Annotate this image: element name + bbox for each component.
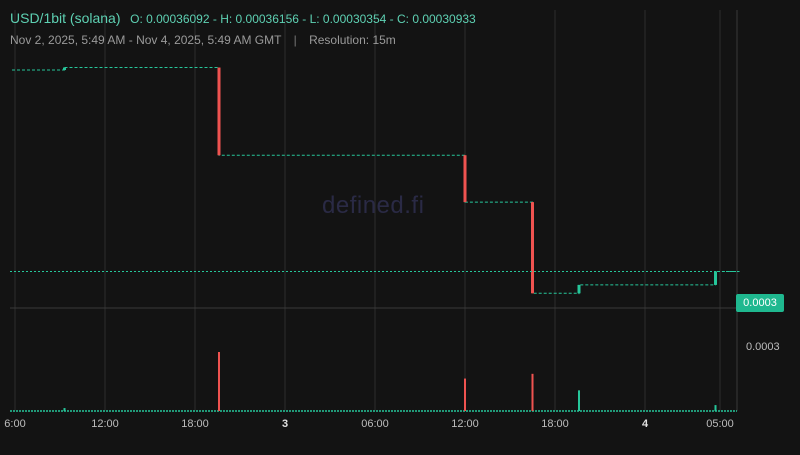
x-tick-label: 12:00 bbox=[91, 418, 119, 430]
x-tick-label: 06:00 bbox=[361, 418, 389, 430]
candle-body bbox=[463, 155, 467, 203]
volume-bar bbox=[714, 405, 717, 411]
chart-header: USD/1bit (solana) O: 0.00036092 - H: 0.0… bbox=[10, 10, 476, 26]
x-tick-label: 4 bbox=[641, 418, 649, 430]
volume-bar bbox=[218, 352, 220, 411]
price-axis-label: 0.0003 bbox=[746, 341, 780, 353]
volume-bars bbox=[10, 352, 737, 412]
x-tick-label: 6:00 bbox=[4, 418, 26, 430]
candle-body bbox=[714, 271, 717, 285]
separator: | bbox=[293, 33, 297, 47]
ohlc-values: O: 0.00036092 - H: 0.00036156 - L: 0.000… bbox=[130, 12, 476, 26]
volume-bar bbox=[464, 378, 466, 411]
grid-lines bbox=[10, 10, 738, 411]
date-range: Nov 2, 2025, 5:49 AM - Nov 4, 2025, 5:49… bbox=[10, 33, 282, 47]
price-series bbox=[12, 67, 740, 294]
chart-subheader: Nov 2, 2025, 5:49 AM - Nov 4, 2025, 5:49… bbox=[10, 33, 396, 47]
candle-body bbox=[531, 202, 534, 294]
current-price-badge: 0.0003 bbox=[736, 294, 784, 312]
x-tick-label: 12:00 bbox=[451, 418, 479, 430]
x-tick-label: 3 bbox=[281, 418, 289, 430]
candles bbox=[63, 67, 717, 295]
candle-body bbox=[63, 67, 66, 71]
volume-bar bbox=[63, 408, 66, 411]
resolution-label: Resolution: 15m bbox=[309, 33, 396, 47]
pair-name[interactable]: USD/1bit (solana) bbox=[10, 10, 121, 26]
x-tick-label: 05:00 bbox=[706, 418, 734, 430]
candle-body bbox=[577, 284, 581, 294]
volume-bar bbox=[578, 390, 580, 411]
candle-body bbox=[217, 67, 221, 156]
watermark: defined.fi bbox=[322, 192, 425, 219]
x-tick-label: 18:00 bbox=[181, 418, 209, 430]
price-line bbox=[12, 67, 740, 294]
x-tick-label: 18:00 bbox=[541, 418, 569, 430]
volume-bar bbox=[531, 373, 534, 411]
